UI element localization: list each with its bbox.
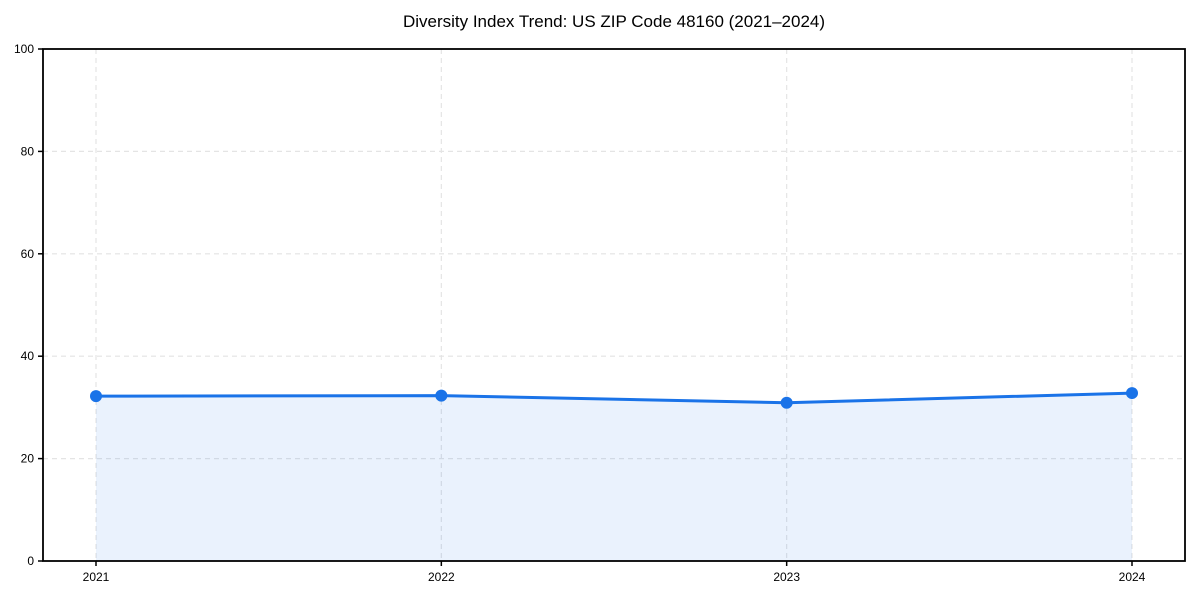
y-tick-label: 0 (27, 554, 34, 568)
y-tick-label: 20 (21, 452, 35, 466)
y-tick-label: 80 (21, 144, 35, 158)
trend-line (94, 391, 1134, 405)
x-tick-label: 2024 (1119, 570, 1146, 584)
data-point (780, 396, 793, 409)
y-tick-label: 100 (14, 42, 34, 56)
x-tick-label: 2022 (428, 570, 455, 584)
chart-title: Diversity Index Trend: US ZIP Code 48160… (402, 12, 826, 31)
data-point (1126, 387, 1138, 400)
x-tick-label: 2021 (83, 570, 110, 584)
data-point (435, 389, 448, 402)
y-tick-label: 60 (21, 247, 35, 261)
plot-border (42, 48, 1186, 562)
x-tick-label: 2023 (773, 570, 800, 584)
area-fill (96, 393, 1132, 561)
y-tick-label: 40 (21, 349, 35, 363)
data-point (90, 390, 102, 403)
